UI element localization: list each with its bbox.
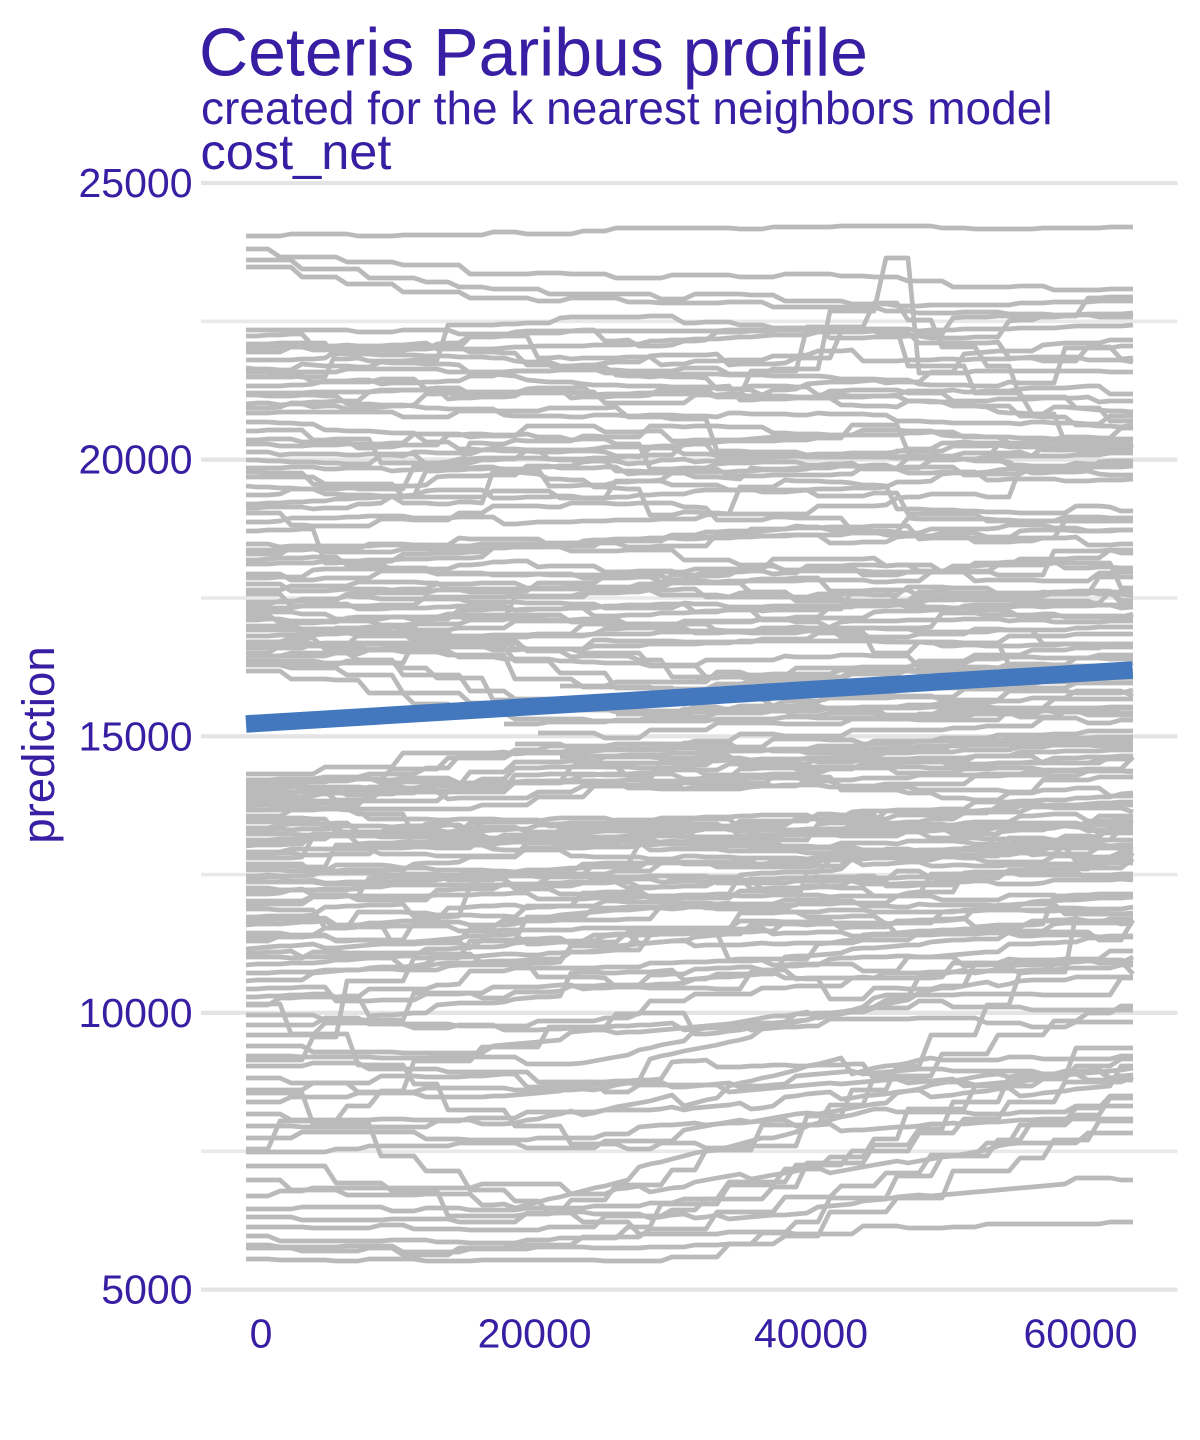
svg-text:20000: 20000 (478, 1311, 592, 1357)
svg-text:20000: 20000 (78, 437, 192, 483)
svg-text:5000: 5000 (101, 1267, 192, 1313)
svg-text:cost_net: cost_net (201, 123, 392, 180)
svg-text:40000: 40000 (754, 1311, 868, 1357)
svg-text:60000: 60000 (1023, 1311, 1137, 1357)
svg-text:created for the k nearest neig: created for the k nearest neighbors mode… (201, 82, 1053, 134)
svg-text:prediction: prediction (13, 646, 64, 843)
svg-text:Ceteris Paribus profile: Ceteris Paribus profile (199, 15, 868, 91)
svg-text:0: 0 (250, 1311, 273, 1357)
svg-text:10000: 10000 (78, 990, 192, 1036)
svg-text:15000: 15000 (78, 713, 192, 759)
svg-text:25000: 25000 (78, 160, 192, 206)
